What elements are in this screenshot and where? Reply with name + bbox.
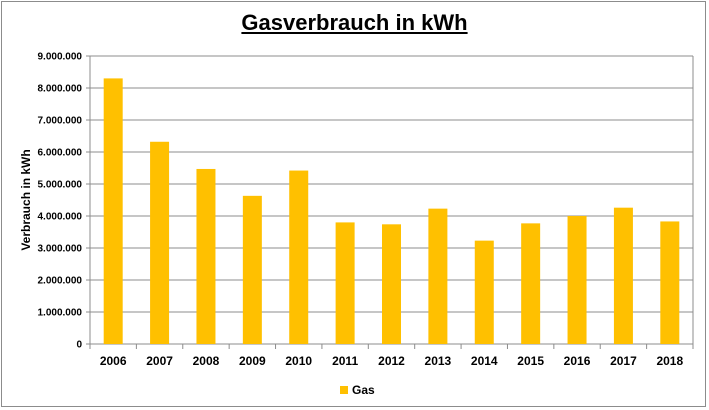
bar-2007 bbox=[150, 141, 170, 344]
x-tick-label: 2006 bbox=[100, 354, 127, 368]
bar-2017 bbox=[613, 207, 633, 344]
chart-title: Gasverbrauch in kWh bbox=[241, 10, 468, 35]
bar-2012 bbox=[382, 224, 401, 344]
y-tick-label: 8.000.000 bbox=[38, 84, 83, 95]
bar-2014 bbox=[474, 240, 494, 344]
x-tick-label: 2010 bbox=[285, 354, 312, 368]
x-tick-label: 2014 bbox=[471, 354, 498, 368]
x-tick-label: 2012 bbox=[378, 354, 405, 368]
x-tick-label: 2011 bbox=[332, 354, 358, 368]
legend-label-gas: Gas bbox=[352, 383, 375, 397]
y-tick-label: 2.000.000 bbox=[38, 276, 83, 287]
x-tick-label: 2015 bbox=[517, 354, 544, 368]
y-axis-ticks: 0 1.000.000 2.000.000 3.000.000 4.000.000 5.0… bbox=[38, 52, 90, 351]
bars bbox=[103, 78, 680, 345]
bar-2016 bbox=[567, 216, 587, 344]
bar-2010 bbox=[289, 170, 309, 344]
x-tick-label: 2018 bbox=[656, 354, 683, 368]
y-tick-label: 4.000.000 bbox=[38, 212, 83, 223]
x-tick-label: 2008 bbox=[193, 354, 220, 368]
x-axis-ticks: 2006 2007 2008 2009 2010 2011 2012 2013 2014 2015… bbox=[89, 344, 694, 368]
bar-2009 bbox=[242, 195, 262, 344]
bar-2018 bbox=[660, 221, 680, 344]
x-tick-label: 2013 bbox=[425, 354, 452, 368]
y-axis-label: Verbrauch in kWh bbox=[19, 149, 33, 250]
bar-2006 bbox=[103, 78, 123, 345]
bar-2008 bbox=[196, 168, 216, 344]
y-tick-label: 7.000.000 bbox=[38, 116, 83, 127]
x-tick-label: 2017 bbox=[610, 354, 637, 368]
x-tick-label: 2009 bbox=[239, 354, 266, 368]
y-tick-label: 3.000.000 bbox=[38, 244, 83, 255]
bar-2013 bbox=[428, 208, 448, 344]
y-tick-label: 9.000.000 bbox=[38, 52, 83, 63]
y-tick-label: 1.000.000 bbox=[38, 308, 83, 319]
x-tick-label: 2016 bbox=[564, 354, 591, 368]
bar-2011 bbox=[335, 222, 355, 344]
x-tick-label: 2007 bbox=[146, 354, 173, 368]
legend-swatch-gas bbox=[340, 386, 348, 394]
gridlines bbox=[89, 55, 694, 345]
bar-2015 bbox=[521, 223, 541, 344]
y-tick-label: 0 bbox=[76, 340, 82, 351]
legend: Gas bbox=[340, 383, 375, 397]
y-tick-label: 5.000.000 bbox=[38, 180, 83, 191]
y-tick-label: 6.000.000 bbox=[38, 148, 83, 159]
